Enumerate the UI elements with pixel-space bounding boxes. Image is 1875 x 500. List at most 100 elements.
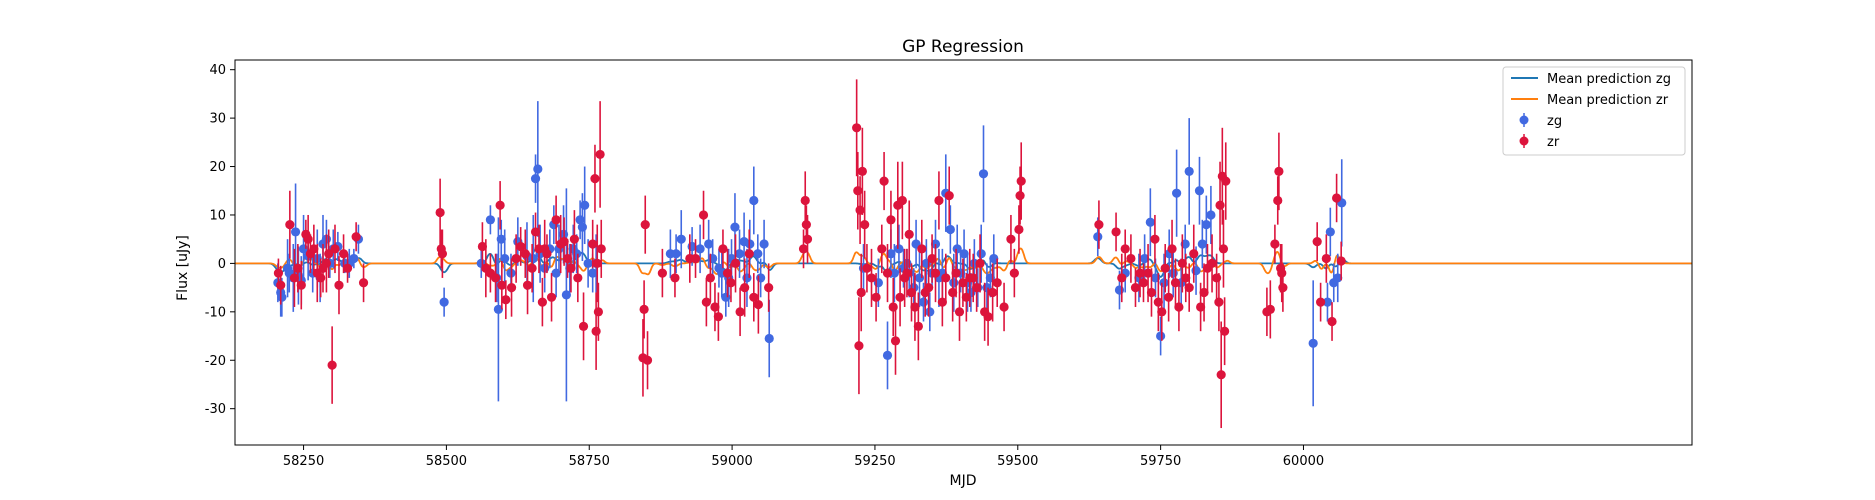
zg-data-point [749,166,759,235]
zr-data-point [330,224,340,274]
zr-data-point [854,297,864,395]
zr-data-point [358,263,369,303]
zr-data-point [639,280,649,339]
zr-data-point [871,273,881,322]
zr-data-point [934,171,944,230]
zr-data-point [890,306,901,375]
zr-data-point [1111,212,1121,252]
legend-label-mean-zg: Mean prediction zg [1547,72,1671,87]
zr-data-point [1181,253,1191,303]
zg-data-point [561,188,571,402]
zr-data-point [1146,268,1157,317]
zr-data-point [530,212,541,252]
zr-data-point [1189,224,1199,283]
zr-data-point [902,248,912,298]
zr-data-point [713,292,723,341]
legend: Mean prediction zg Mean prediction zr zg… [1502,66,1686,156]
zr-data-point [1265,280,1275,339]
zr-data-point [753,275,763,334]
zr-data-point [1214,273,1224,332]
zg-data-point [952,224,962,274]
zr-data-point [1150,214,1160,264]
zr-data-point [1016,142,1026,220]
zr-data-point [983,287,993,346]
zg-data-point [439,287,449,317]
zg-data-point [676,210,686,269]
zg-data-point [1197,219,1207,269]
zr-data-point [882,244,893,303]
zr-data-point [495,181,505,230]
zr-data-point [740,258,750,317]
zg-data-point [1156,316,1166,356]
zg-data-point [734,229,745,278]
zg-data-point [959,229,969,278]
legend-box [1502,66,1686,156]
zr-data-point [698,190,709,240]
zr-data-point [1220,297,1230,366]
zg-data-point [894,224,904,274]
legend-swatch-zr [1519,134,1529,148]
zr-data-point [877,224,887,274]
y-tick-label: -10 [205,305,226,320]
zr-data-point [975,234,985,293]
zr-data-point [879,152,889,211]
zr-data-point [910,273,920,341]
zr-data-point [1157,282,1167,341]
zg-data-point [764,299,774,378]
zr-data-point [862,244,872,293]
zr-data-point [593,282,603,341]
zr-data-point [968,253,978,303]
zg-data-point [290,183,301,281]
zr-data-point [999,282,1009,332]
zr-data-point [1120,229,1130,269]
zr-data-point [852,79,862,177]
zr-data-point [735,287,745,337]
zg-data-point [1145,188,1155,257]
y-axis-label: Flux [uJy] [175,235,191,301]
zr-data-point [988,263,998,322]
zr-data-point [800,171,810,230]
zr-data-point [520,229,530,278]
zr-data-point [937,277,947,327]
legend-swatch-zg [1519,113,1529,127]
zr-data-point [961,273,971,322]
y-tick-label: -30 [205,402,226,417]
zg-data-point [1194,156,1205,225]
zr-data-point [296,260,306,310]
zg-data-point [882,321,893,390]
zr-data-point [705,253,715,303]
zr-data-point [670,258,680,298]
x-tick-label: 60000 [1283,454,1324,469]
zr-data-point [856,253,866,332]
zr-data-point [857,127,867,215]
zr-data-point [1184,263,1194,312]
zr-data-point [276,265,286,305]
zg-data-point [349,248,359,269]
zg-data-point [1184,118,1194,225]
zr-data-point [730,234,741,293]
zr-data-point [657,248,667,298]
zr-data-point [1170,258,1181,307]
zr-data-point [327,326,337,404]
zr-data-point [1336,241,1346,281]
zr-data-point [342,253,353,283]
zr-data-point [1164,273,1174,322]
zr-data-point [1174,282,1184,332]
zr-data-point [722,248,733,298]
zg-data-point [485,205,496,235]
zr-data-point [569,210,579,269]
zr-data-point [1135,248,1145,298]
x-tick-label: 58500 [426,454,467,469]
zr-data-point [551,195,561,245]
zr-data-point [1321,234,1331,283]
zr-data-point [1207,234,1217,293]
zr-data-point [578,292,589,361]
zr-data-point [906,263,917,322]
zg-data-point [1206,185,1216,245]
zr-data-point [595,101,605,208]
zg-data-point [1308,280,1318,407]
zr-data-point [516,227,526,266]
zr-data-point [764,263,774,312]
zr-data-point [490,253,501,303]
x-tick-label: 58750 [569,454,610,469]
